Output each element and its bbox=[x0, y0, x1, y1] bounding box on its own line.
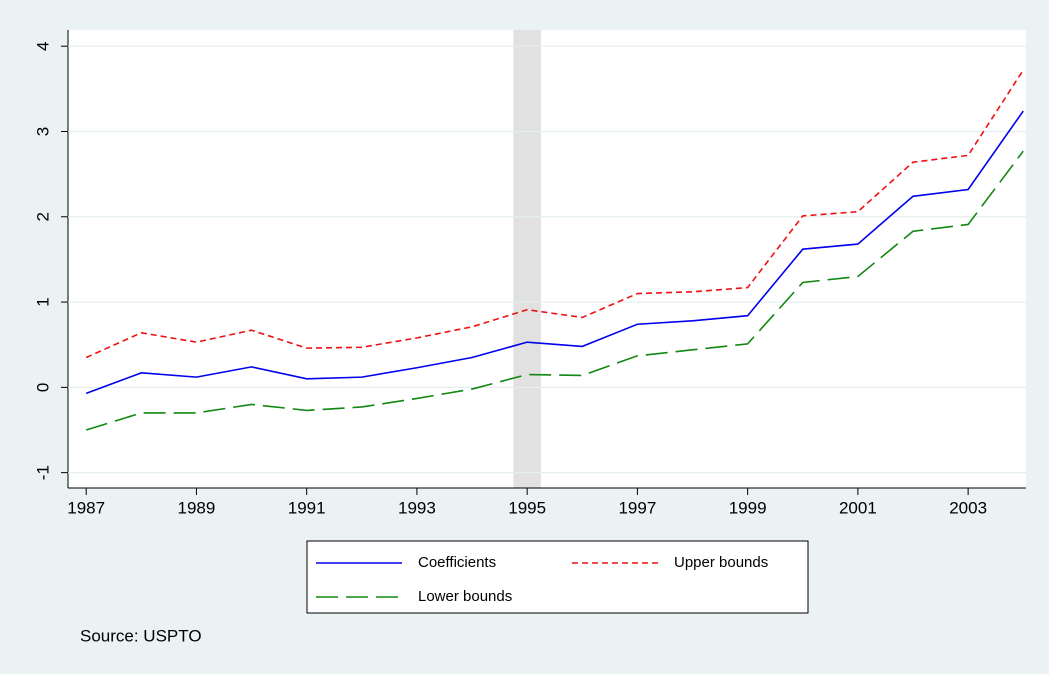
x-tick-label: 1999 bbox=[729, 498, 767, 517]
y-tick-label: -1 bbox=[33, 465, 52, 480]
plot bbox=[85, 69, 1024, 431]
legend: Coefficients Upper bounds Lower bounds bbox=[316, 554, 768, 605]
y-tick-label: 0 bbox=[33, 383, 52, 392]
legend-box bbox=[306, 540, 809, 614]
y-tick-label: 4 bbox=[33, 41, 52, 50]
y-tick-label: 1 bbox=[33, 297, 52, 306]
legend-label: Upper bounds bbox=[674, 554, 768, 571]
x-tick-label: 1991 bbox=[288, 498, 326, 517]
y-tick-label: 2 bbox=[33, 212, 52, 221]
x-tick-label: 1993 bbox=[398, 498, 436, 517]
legend-label: Coefficients bbox=[418, 554, 496, 571]
plot-area bbox=[68, 30, 1026, 488]
x-tick-label: 2003 bbox=[949, 498, 987, 517]
y-tick-label: 3 bbox=[33, 127, 52, 136]
series-line bbox=[85, 110, 1024, 395]
x-tick-label: 1987 bbox=[67, 498, 105, 517]
series-line bbox=[85, 150, 1024, 431]
x-tick-label: 1997 bbox=[618, 498, 656, 517]
x-tick-label: 2001 bbox=[839, 498, 877, 517]
legend-label: Lower bounds bbox=[418, 588, 512, 605]
x-tick-label: 1995 bbox=[508, 498, 546, 517]
x-tick-label: 1989 bbox=[178, 498, 216, 517]
grid: -1 0 1 2 3 4 1987 1989 1991 1993 1995 1997 1999 2001 2… bbox=[33, 30, 1026, 517]
source-note: Source: USPTO bbox=[80, 626, 202, 645]
series-line bbox=[85, 69, 1024, 359]
shaded-band bbox=[513, 30, 541, 488]
